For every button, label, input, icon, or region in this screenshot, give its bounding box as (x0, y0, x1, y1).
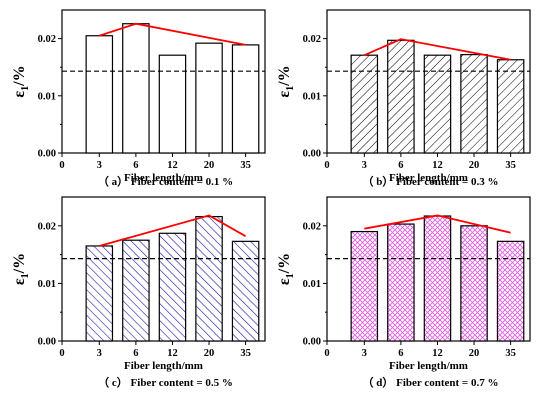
x-tick-label: 12 (432, 348, 443, 359)
x-tick-label: 20 (469, 348, 480, 359)
trend-line (99, 22, 246, 46)
x-tick-label: 20 (469, 160, 480, 171)
y-axis-label: ε1/% (11, 65, 31, 97)
y-tick-label: 0.00 (38, 337, 56, 348)
bar-6 (387, 39, 415, 154)
panel-caption: （ a） Fiber content = 0.1 % (98, 175, 233, 188)
x-tick-label: 6 (398, 160, 403, 171)
y-axis-label-unit: /% (11, 65, 28, 86)
chart-panel-d: 0.00 0.01 0.02 0 3 6 12 20 35 Fiber length/mm ε1/%… (276, 196, 531, 389)
bar-35 (496, 240, 525, 342)
y-axis-label-sub: 1 (20, 86, 31, 91)
bar-35 (231, 44, 260, 154)
y-axis-label-main: ε (276, 278, 293, 285)
y-axis-label: ε1/% (276, 65, 296, 97)
x-axis-label: Fiber length/mm (124, 360, 203, 372)
x-tick-label: 12 (432, 160, 443, 171)
x-tick-label: 35 (505, 348, 516, 359)
x-tick-label: 6 (133, 348, 138, 359)
trend-line (99, 214, 247, 247)
trend-line (364, 214, 511, 234)
x-tick-label: 0 (59, 160, 64, 171)
x-tick-label: 3 (97, 160, 102, 171)
chart-panel-b: 0.00 0.01 0.02 0 3 6 12 20 35 Fiber length/mm ε1/%… (276, 9, 531, 188)
y-tick-label: 0.00 (303, 149, 321, 160)
bar-35 (496, 59, 525, 154)
x-tick-label: 20 (204, 160, 215, 171)
bar-3 (85, 35, 114, 154)
bar-6 (122, 23, 150, 154)
y-axis-label-sub: 1 (285, 273, 296, 278)
x-tick-label: 3 (362, 348, 367, 359)
bar-12 (158, 54, 187, 154)
x-axis-label: Fiber length/mm (389, 172, 468, 184)
y-axis-label-main: ε (11, 91, 28, 98)
y-tick-label: 0.02 (303, 34, 321, 45)
x-tick-label: 35 (240, 160, 251, 171)
y-tick-label: 0.00 (38, 149, 56, 160)
y-axis-label: ε1/% (276, 253, 296, 285)
x-tick-label: 35 (240, 348, 251, 359)
bar-12 (423, 215, 452, 342)
x-axis-label: Fiber length/mm (389, 360, 468, 372)
y-tick-label: 0.01 (38, 91, 56, 102)
x-axis-label: Fiber length/mm (124, 172, 203, 184)
x-tick-label: 0 (324, 160, 329, 171)
bar-20 (460, 225, 488, 342)
bar-20 (195, 42, 223, 154)
y-tick-label: 0.01 (38, 279, 56, 290)
y-tick-label: 0.01 (303, 91, 321, 102)
y-tick-label: 0.02 (303, 221, 321, 232)
x-tick-label: 6 (398, 348, 403, 359)
bar-3 (85, 245, 114, 342)
x-tick-label: 20 (204, 348, 215, 359)
y-tick-label: 0.00 (303, 337, 321, 348)
x-tick-label: 12 (167, 160, 178, 171)
y-tick-label: 0.01 (303, 279, 321, 290)
y-axis-label-unit: /% (276, 253, 293, 274)
y-axis-label-sub: 1 (285, 86, 296, 91)
y-axis-label-unit: /% (11, 253, 28, 274)
x-tick-label: 12 (167, 348, 178, 359)
x-tick-label: 0 (59, 348, 64, 359)
panel-caption: （ c） Fiber content = 0.5 % (98, 376, 233, 389)
y-axis-label-main: ε (11, 278, 28, 285)
panel-caption: （ d） Fiber content = 0.7 % (363, 376, 499, 389)
x-tick-label: 3 (97, 348, 102, 359)
y-axis-label: ε1/% (11, 253, 31, 285)
x-tick-label: 35 (505, 160, 516, 171)
bar-12 (423, 54, 452, 154)
y-tick-label: 0.02 (38, 221, 56, 232)
bar-6 (122, 239, 150, 342)
panel-caption: （ b） Fiber content = 0.3 % (363, 175, 499, 188)
bar-20 (460, 54, 488, 154)
bar-3 (350, 230, 379, 342)
y-axis-label-unit: /% (276, 65, 293, 86)
chart-panel-a: 0.00 0.01 0.02 0 3 6 12 20 35 Fiber length/mm ε1/%… (11, 9, 266, 188)
bar-35 (231, 240, 260, 342)
y-axis-label-sub: 1 (20, 273, 31, 278)
x-tick-label: 0 (324, 348, 329, 359)
x-tick-label: 3 (362, 160, 367, 171)
trend-line (363, 38, 511, 61)
bar-20 (195, 215, 223, 342)
y-axis-label-main: ε (276, 91, 293, 98)
bar-12 (158, 232, 187, 342)
y-tick-label: 0.02 (38, 34, 56, 45)
bar-3 (350, 54, 379, 154)
bar-6 (387, 223, 415, 342)
x-tick-label: 6 (133, 160, 138, 171)
chart-panel-c: 0.00 0.01 0.02 0 3 6 12 20 35 Fiber length/mm ε1/%… (11, 196, 266, 389)
